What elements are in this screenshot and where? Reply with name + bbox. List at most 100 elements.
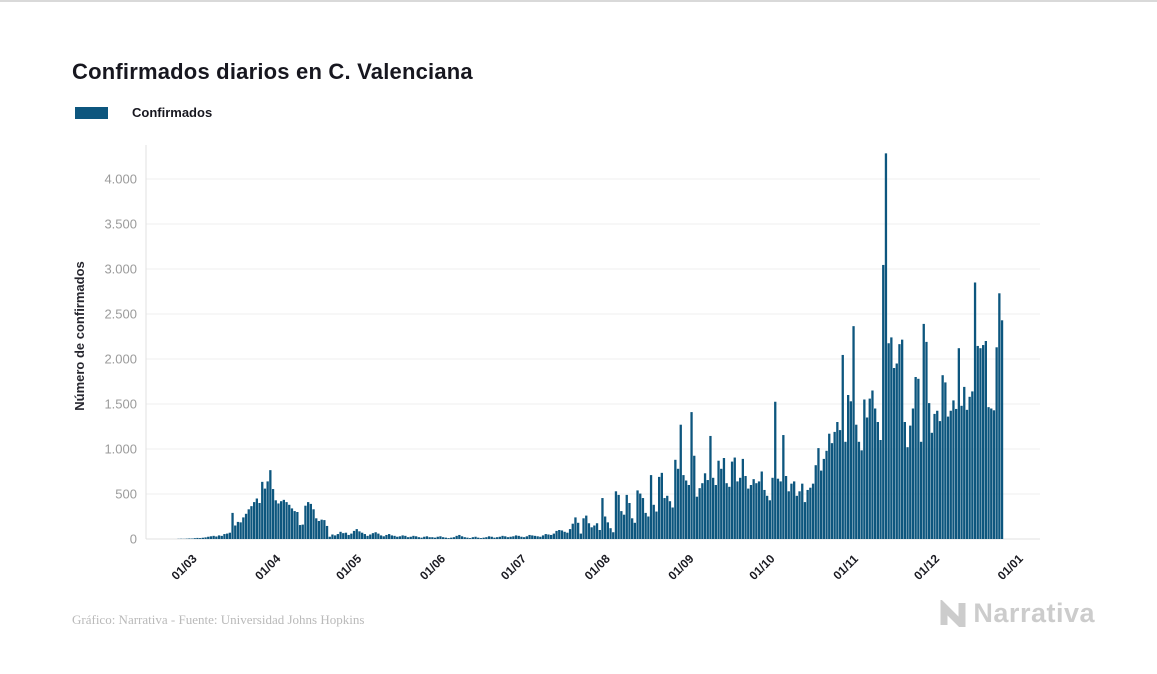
bar (320, 519, 323, 539)
bar (474, 536, 477, 539)
bar (668, 501, 672, 539)
bar (366, 535, 369, 539)
bar (582, 518, 585, 539)
bar (388, 534, 391, 539)
bar (844, 441, 847, 539)
bar (498, 536, 501, 539)
bar (617, 494, 620, 539)
bar (882, 264, 885, 539)
bar (212, 535, 215, 539)
bar (612, 532, 615, 539)
bar (682, 475, 685, 539)
bar (987, 407, 990, 539)
bar (811, 483, 815, 539)
bar (458, 534, 461, 539)
bar (695, 496, 699, 539)
y-tick-label: 0 (130, 532, 137, 547)
bar (666, 495, 669, 539)
bar (855, 424, 858, 539)
bar (379, 535, 383, 539)
bar (358, 531, 361, 539)
bar (563, 531, 566, 539)
bar (963, 386, 966, 539)
bar (282, 499, 285, 539)
bar (604, 516, 607, 539)
bar (234, 525, 237, 539)
bar (606, 522, 609, 539)
bar (938, 421, 942, 539)
bar (995, 347, 998, 539)
bar (539, 536, 542, 539)
bar (533, 535, 537, 539)
bar (728, 486, 731, 539)
bar (428, 537, 431, 539)
y-tick-label: 3.000 (104, 262, 137, 277)
bar (512, 536, 515, 539)
y-tick-label: 3.500 (104, 217, 137, 232)
bar (631, 518, 634, 539)
bar (933, 413, 936, 539)
bar (701, 483, 704, 539)
bar (998, 293, 1001, 539)
bar (463, 537, 466, 539)
bar (890, 337, 893, 539)
bar (566, 532, 569, 539)
bar (288, 504, 291, 539)
bar (771, 477, 774, 539)
bar (242, 517, 245, 539)
bar (425, 536, 429, 539)
bar (806, 489, 809, 539)
bar (1000, 320, 1004, 539)
bar (836, 422, 839, 539)
bar (220, 535, 223, 539)
bar (860, 450, 863, 539)
bar (342, 533, 345, 539)
bar (331, 534, 334, 539)
bar (209, 536, 213, 539)
bar (479, 538, 483, 539)
bar (990, 408, 993, 539)
bar (798, 491, 801, 539)
bar (541, 535, 545, 539)
bar (968, 396, 971, 539)
bar (593, 525, 596, 539)
y-axis-title: Número de confirmados (72, 261, 87, 411)
bar (884, 153, 888, 539)
bar (730, 461, 734, 539)
bar (936, 410, 939, 539)
bar (757, 481, 761, 539)
bar (774, 401, 777, 539)
bar (339, 531, 342, 539)
bar (784, 476, 788, 539)
bar (658, 476, 661, 539)
bar (809, 487, 812, 539)
bar (790, 483, 793, 539)
bar (830, 443, 834, 539)
legend-label: Confirmados (132, 105, 213, 120)
bar (477, 537, 480, 539)
bar (382, 536, 385, 539)
bar (307, 502, 310, 539)
bar (965, 409, 969, 539)
bar (747, 488, 750, 539)
bar (271, 489, 275, 539)
x-tick-label: 01/07 (498, 551, 529, 582)
bar (412, 535, 415, 539)
bar (536, 536, 539, 539)
bar (922, 323, 925, 539)
bar (466, 537, 469, 539)
bar (223, 534, 226, 539)
bar (698, 488, 701, 539)
bar (504, 536, 507, 539)
bar (250, 506, 253, 539)
bar (228, 532, 231, 539)
x-tick-label: 01/05 (333, 551, 364, 582)
bar (258, 503, 261, 539)
bar (714, 485, 717, 539)
bar (687, 485, 690, 539)
bar (614, 491, 618, 539)
bar (455, 535, 458, 539)
bar (547, 534, 550, 539)
bar (347, 534, 350, 539)
